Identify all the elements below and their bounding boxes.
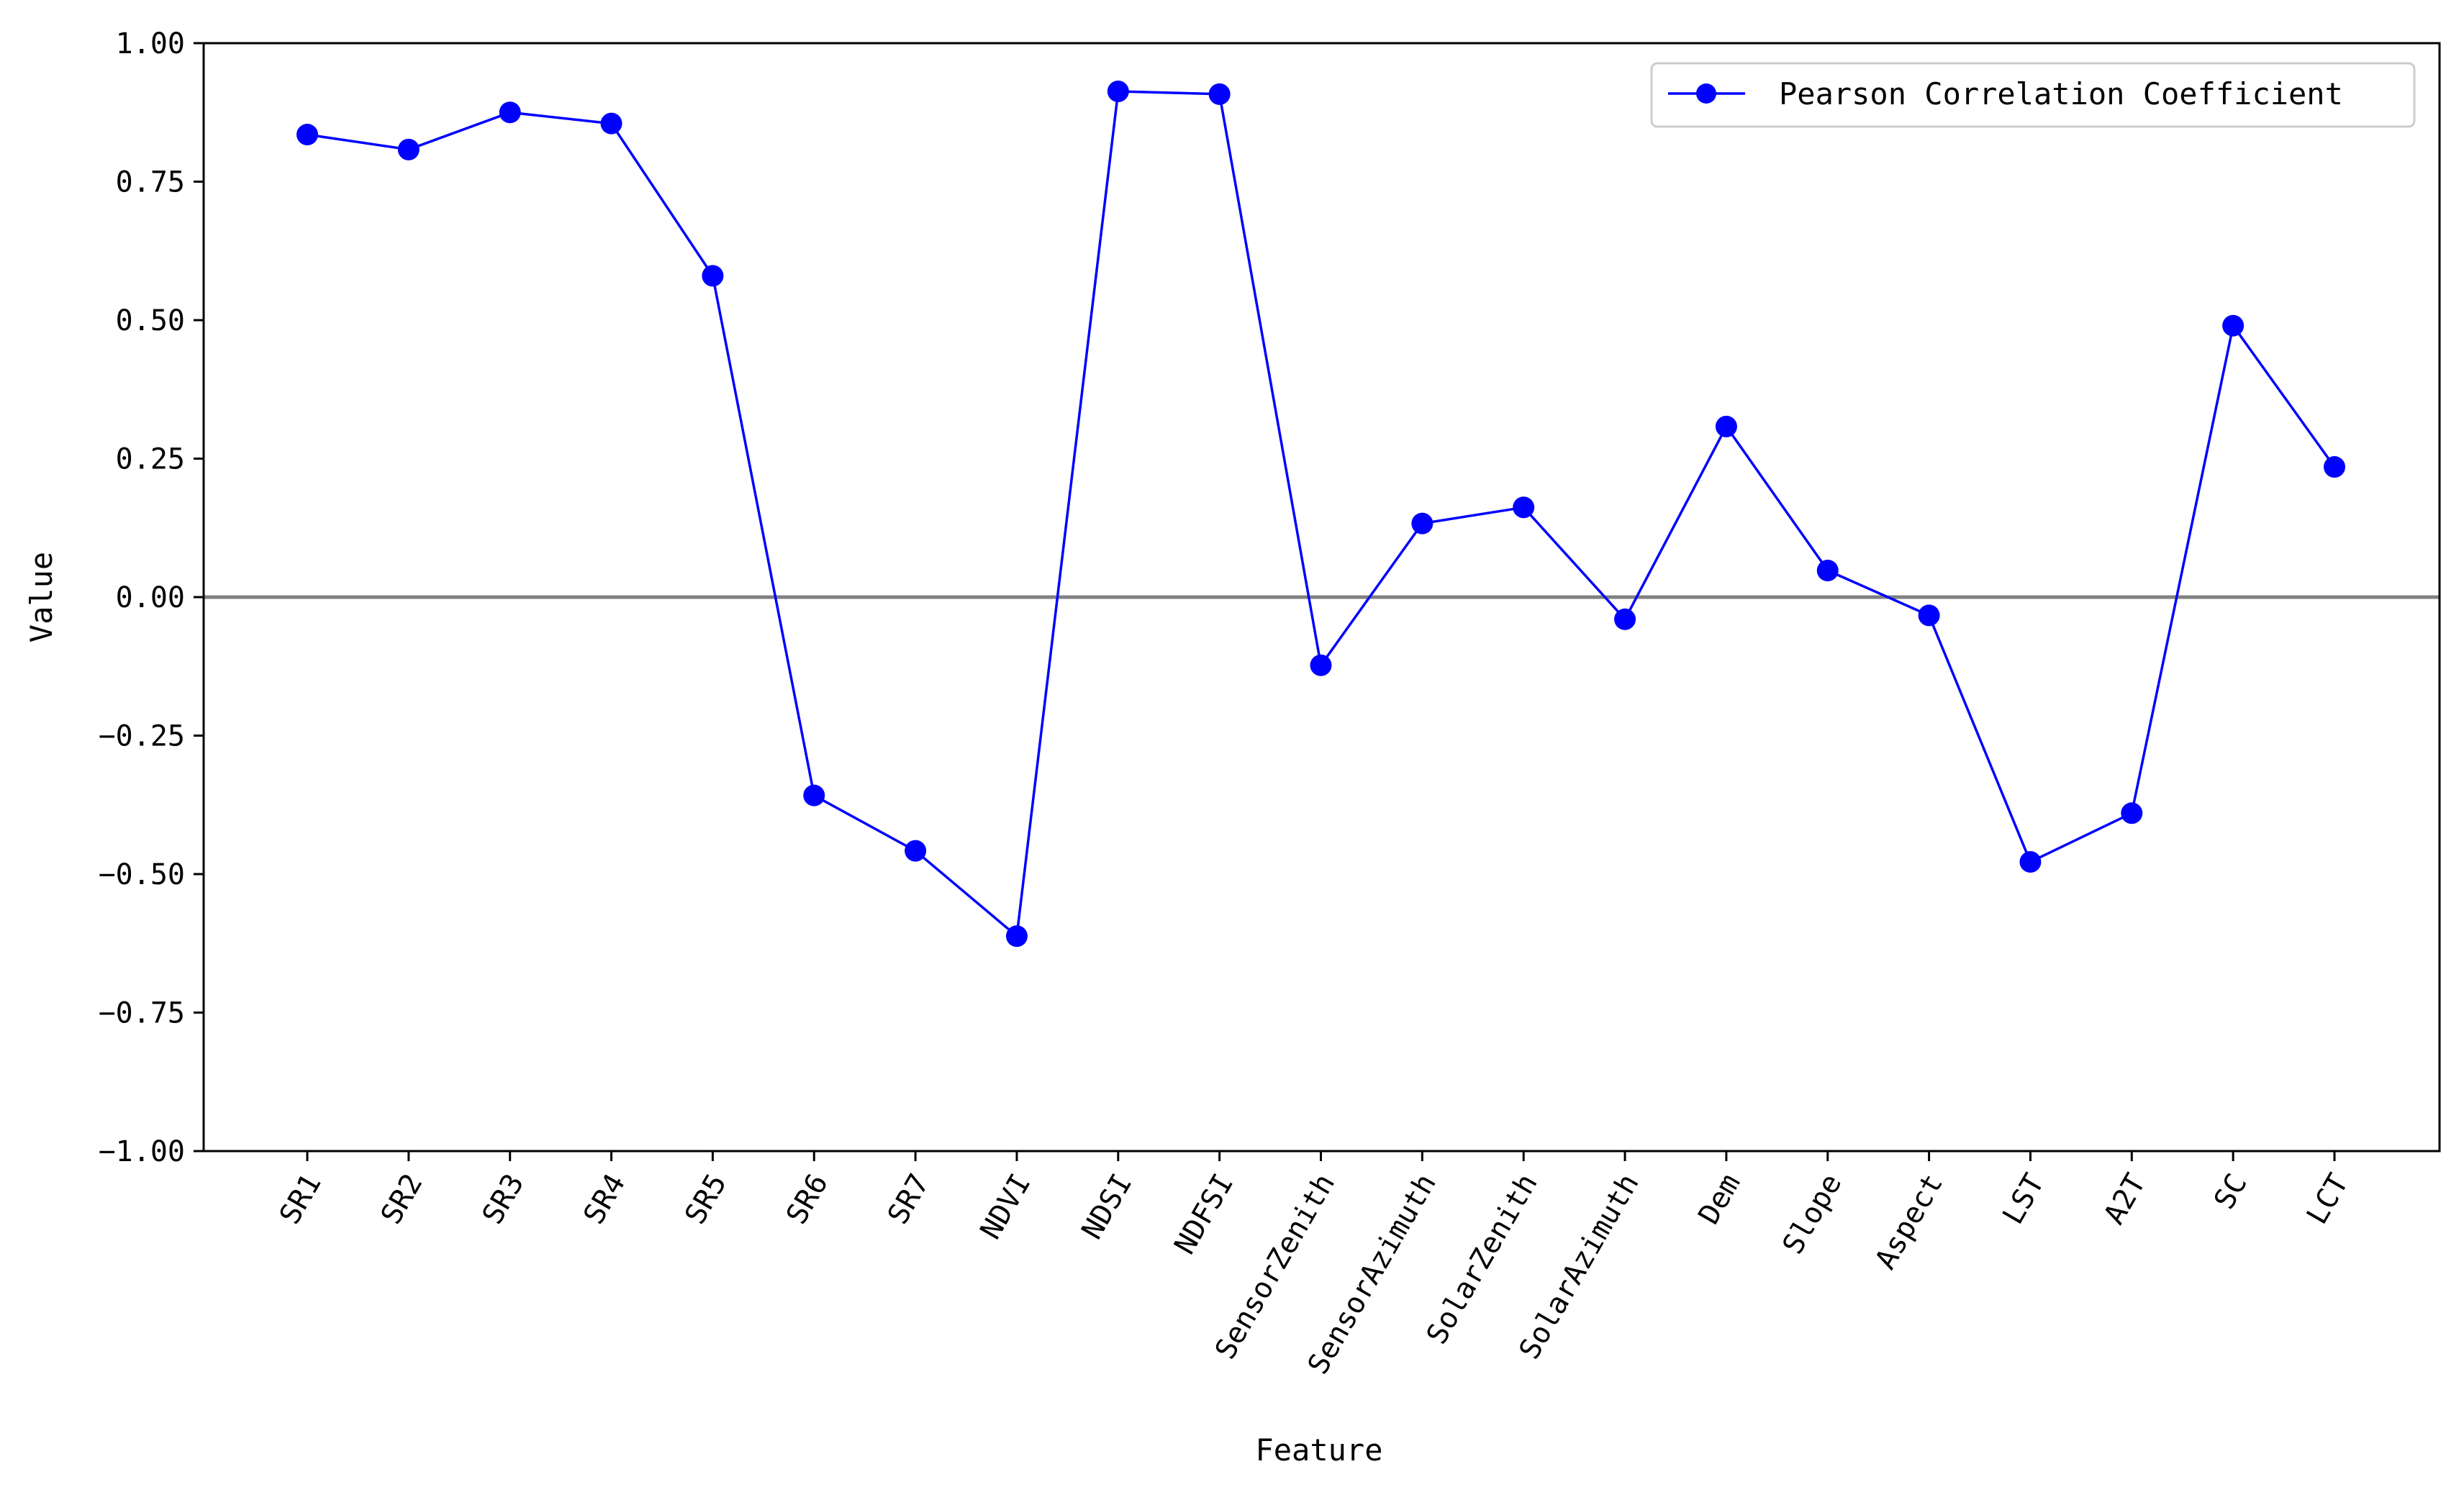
data-point xyxy=(397,138,420,160)
data-point xyxy=(1411,512,1433,535)
legend: Pearson Correlation Coefficient xyxy=(1650,62,2416,128)
y-tick-label: 1.00 xyxy=(116,27,185,60)
data-point xyxy=(499,101,521,124)
data-point xyxy=(803,784,825,806)
legend-series-label: Pearson Correlation Coefficient xyxy=(1779,76,2343,112)
y-tick-label: −1.00 xyxy=(99,1135,185,1168)
data-point xyxy=(1513,496,1535,519)
data-point xyxy=(296,124,318,146)
y-tick-label: 0.25 xyxy=(116,443,185,476)
data-point xyxy=(1005,925,1028,947)
data-point xyxy=(600,112,622,135)
data-point xyxy=(2324,456,2345,478)
y-tick-label: −0.75 xyxy=(99,997,185,1030)
y-axis-title: Value xyxy=(24,552,59,642)
data-point xyxy=(1715,415,1737,437)
data-point xyxy=(2222,314,2245,337)
y-tick-label: 0.75 xyxy=(116,166,185,199)
y-axis: 1.00 0.75 0.50 0.25 0.00 −0.25 −0.50 −0.75 −1.00 xyxy=(99,27,204,1168)
data-point xyxy=(2019,851,2042,873)
data-point xyxy=(1614,608,1636,630)
y-tick-label: −0.50 xyxy=(99,858,185,891)
legend-series-marker xyxy=(1696,83,1716,104)
data-point xyxy=(1816,560,1839,582)
x-axis-title: Feature xyxy=(1255,1432,1382,1468)
data-point xyxy=(1310,654,1332,676)
data-point xyxy=(702,265,724,287)
y-tick-label: 0.50 xyxy=(116,304,185,337)
data-point xyxy=(2121,802,2143,824)
y-tick-label: 0.00 xyxy=(116,581,185,614)
data-point xyxy=(1208,83,1231,105)
data-point xyxy=(905,840,927,862)
data-point xyxy=(1918,604,1940,627)
y-tick-label: −0.25 xyxy=(99,720,185,753)
series-layer xyxy=(296,80,2345,947)
legend-box xyxy=(1650,62,2416,128)
data-point xyxy=(1107,80,1129,102)
